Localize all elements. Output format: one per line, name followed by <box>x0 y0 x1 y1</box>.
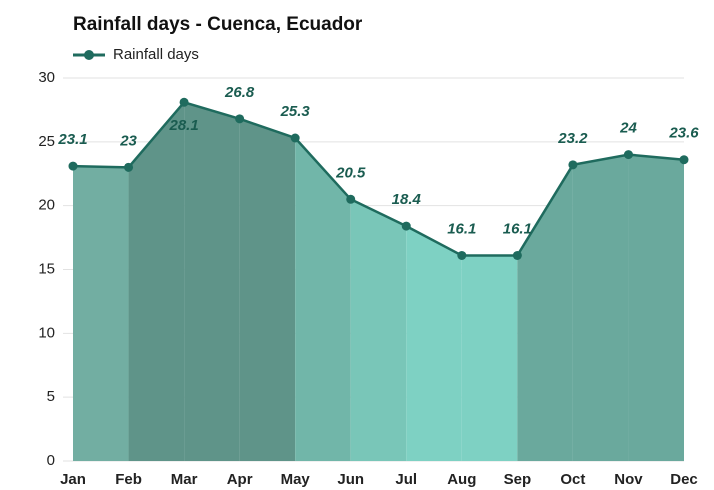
point <box>401 221 411 231</box>
area-segment <box>461 255 518 461</box>
area-segment <box>628 154 684 461</box>
x-tick-label: Sep <box>504 471 532 488</box>
data-label: 24 <box>619 120 637 137</box>
x-tick-label: Apr <box>227 471 253 488</box>
y-tick-label: 0 <box>47 452 55 469</box>
x-tick-label: Nov <box>614 471 643 488</box>
data-label: 20.5 <box>335 164 366 181</box>
point <box>179 97 189 107</box>
data-label: 16.1 <box>503 220 532 237</box>
x-tick-label: Mar <box>171 471 198 488</box>
data-label: 28.1 <box>168 117 198 134</box>
y-tick-label: 5 <box>47 388 55 405</box>
point <box>457 250 467 260</box>
point <box>124 162 134 172</box>
y-tick-label: 10 <box>38 324 55 341</box>
y-tick-label: 20 <box>38 197 55 214</box>
point <box>512 250 522 260</box>
point <box>568 160 578 170</box>
data-label: 26.8 <box>224 84 255 101</box>
chart-title: Rainfall days - Cuenca, Ecuador <box>73 14 363 35</box>
area-segment <box>350 199 407 462</box>
area-segment <box>73 166 129 461</box>
data-label: 25.3 <box>280 103 311 120</box>
data-label: 16.1 <box>447 220 476 237</box>
x-tick-label: Feb <box>115 471 142 488</box>
data-label: 23 <box>119 132 137 149</box>
point <box>623 150 633 160</box>
y-tick-label: 15 <box>38 260 55 277</box>
x-tick-label: Oct <box>560 471 585 488</box>
x-tick-label: Dec <box>670 471 698 488</box>
line <box>72 100 685 257</box>
area-segment <box>128 102 185 462</box>
data-label: 23.1 <box>57 131 87 148</box>
area-segment <box>572 154 629 461</box>
x-tick-label: Jun <box>337 471 364 488</box>
point <box>68 161 78 171</box>
legend-label: Rainfall days <box>113 46 199 63</box>
y-tick-label: 25 <box>38 133 55 150</box>
area-segment <box>295 138 351 461</box>
area-segment <box>239 118 296 461</box>
data-label: 23.2 <box>557 130 588 147</box>
point <box>235 114 245 124</box>
point <box>679 155 689 165</box>
x-tick-label: Jul <box>395 471 417 488</box>
area-segment <box>406 226 462 461</box>
x-tick-label: Aug <box>447 471 476 488</box>
x-tick-label: May <box>281 471 311 488</box>
data-label: 23.6 <box>668 125 699 142</box>
y-tick-label: 30 <box>38 69 55 86</box>
data-label: 18.4 <box>392 191 422 208</box>
point <box>346 194 356 204</box>
legend-marker <box>84 50 94 60</box>
point <box>290 133 300 143</box>
area-segment <box>184 102 240 462</box>
area-segment <box>517 164 573 461</box>
x-tick-label: Jan <box>60 471 86 488</box>
